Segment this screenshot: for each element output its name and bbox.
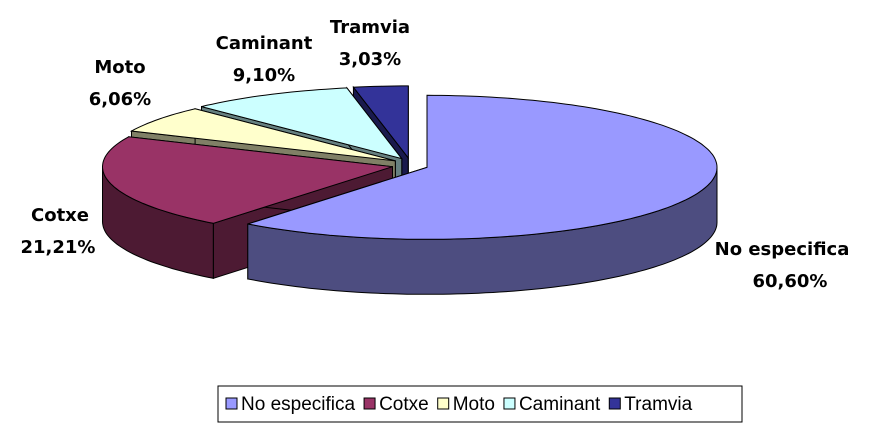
slice-label-value: 60,60% [753,271,828,292]
labels: No especifica 60,60% Cotxe 21,21% Moto 6,06% C… [21,17,850,292]
slice [247,94,718,240]
slice-label-value: 21,21% [21,237,96,258]
legend-box [217,385,743,423]
legend-label: No especifica [241,394,355,415]
slice-label-name: Tramvia [330,17,410,38]
slice [352,85,409,160]
slice-label-name: Caminant [216,33,313,54]
slice-label-value: 6,06% [89,89,151,110]
legend-swatch [437,397,450,410]
legend-swatch [503,397,516,410]
legend-swatch [225,397,238,410]
legend-swatch [363,397,376,410]
slice-label-name: Cotxe [31,205,89,226]
legend-swatch [608,397,621,410]
legend: No especifica Cotxe Moto Caminant Tramvia [225,394,693,415]
legend-label: Caminant [519,394,601,415]
legend-label: Cotxe [379,394,429,415]
legend-label: Tramvia [624,394,692,415]
slice [201,87,404,160]
legend-label: Moto [453,394,495,415]
slice-label-name: No especifica [715,239,850,260]
slice-label-value: 3,03% [339,49,401,70]
tops [102,85,718,240]
slice-label-value: 9,10% [233,65,295,86]
slice [129,108,396,162]
slice [102,136,393,224]
slice-label-name: Moto [94,57,145,78]
